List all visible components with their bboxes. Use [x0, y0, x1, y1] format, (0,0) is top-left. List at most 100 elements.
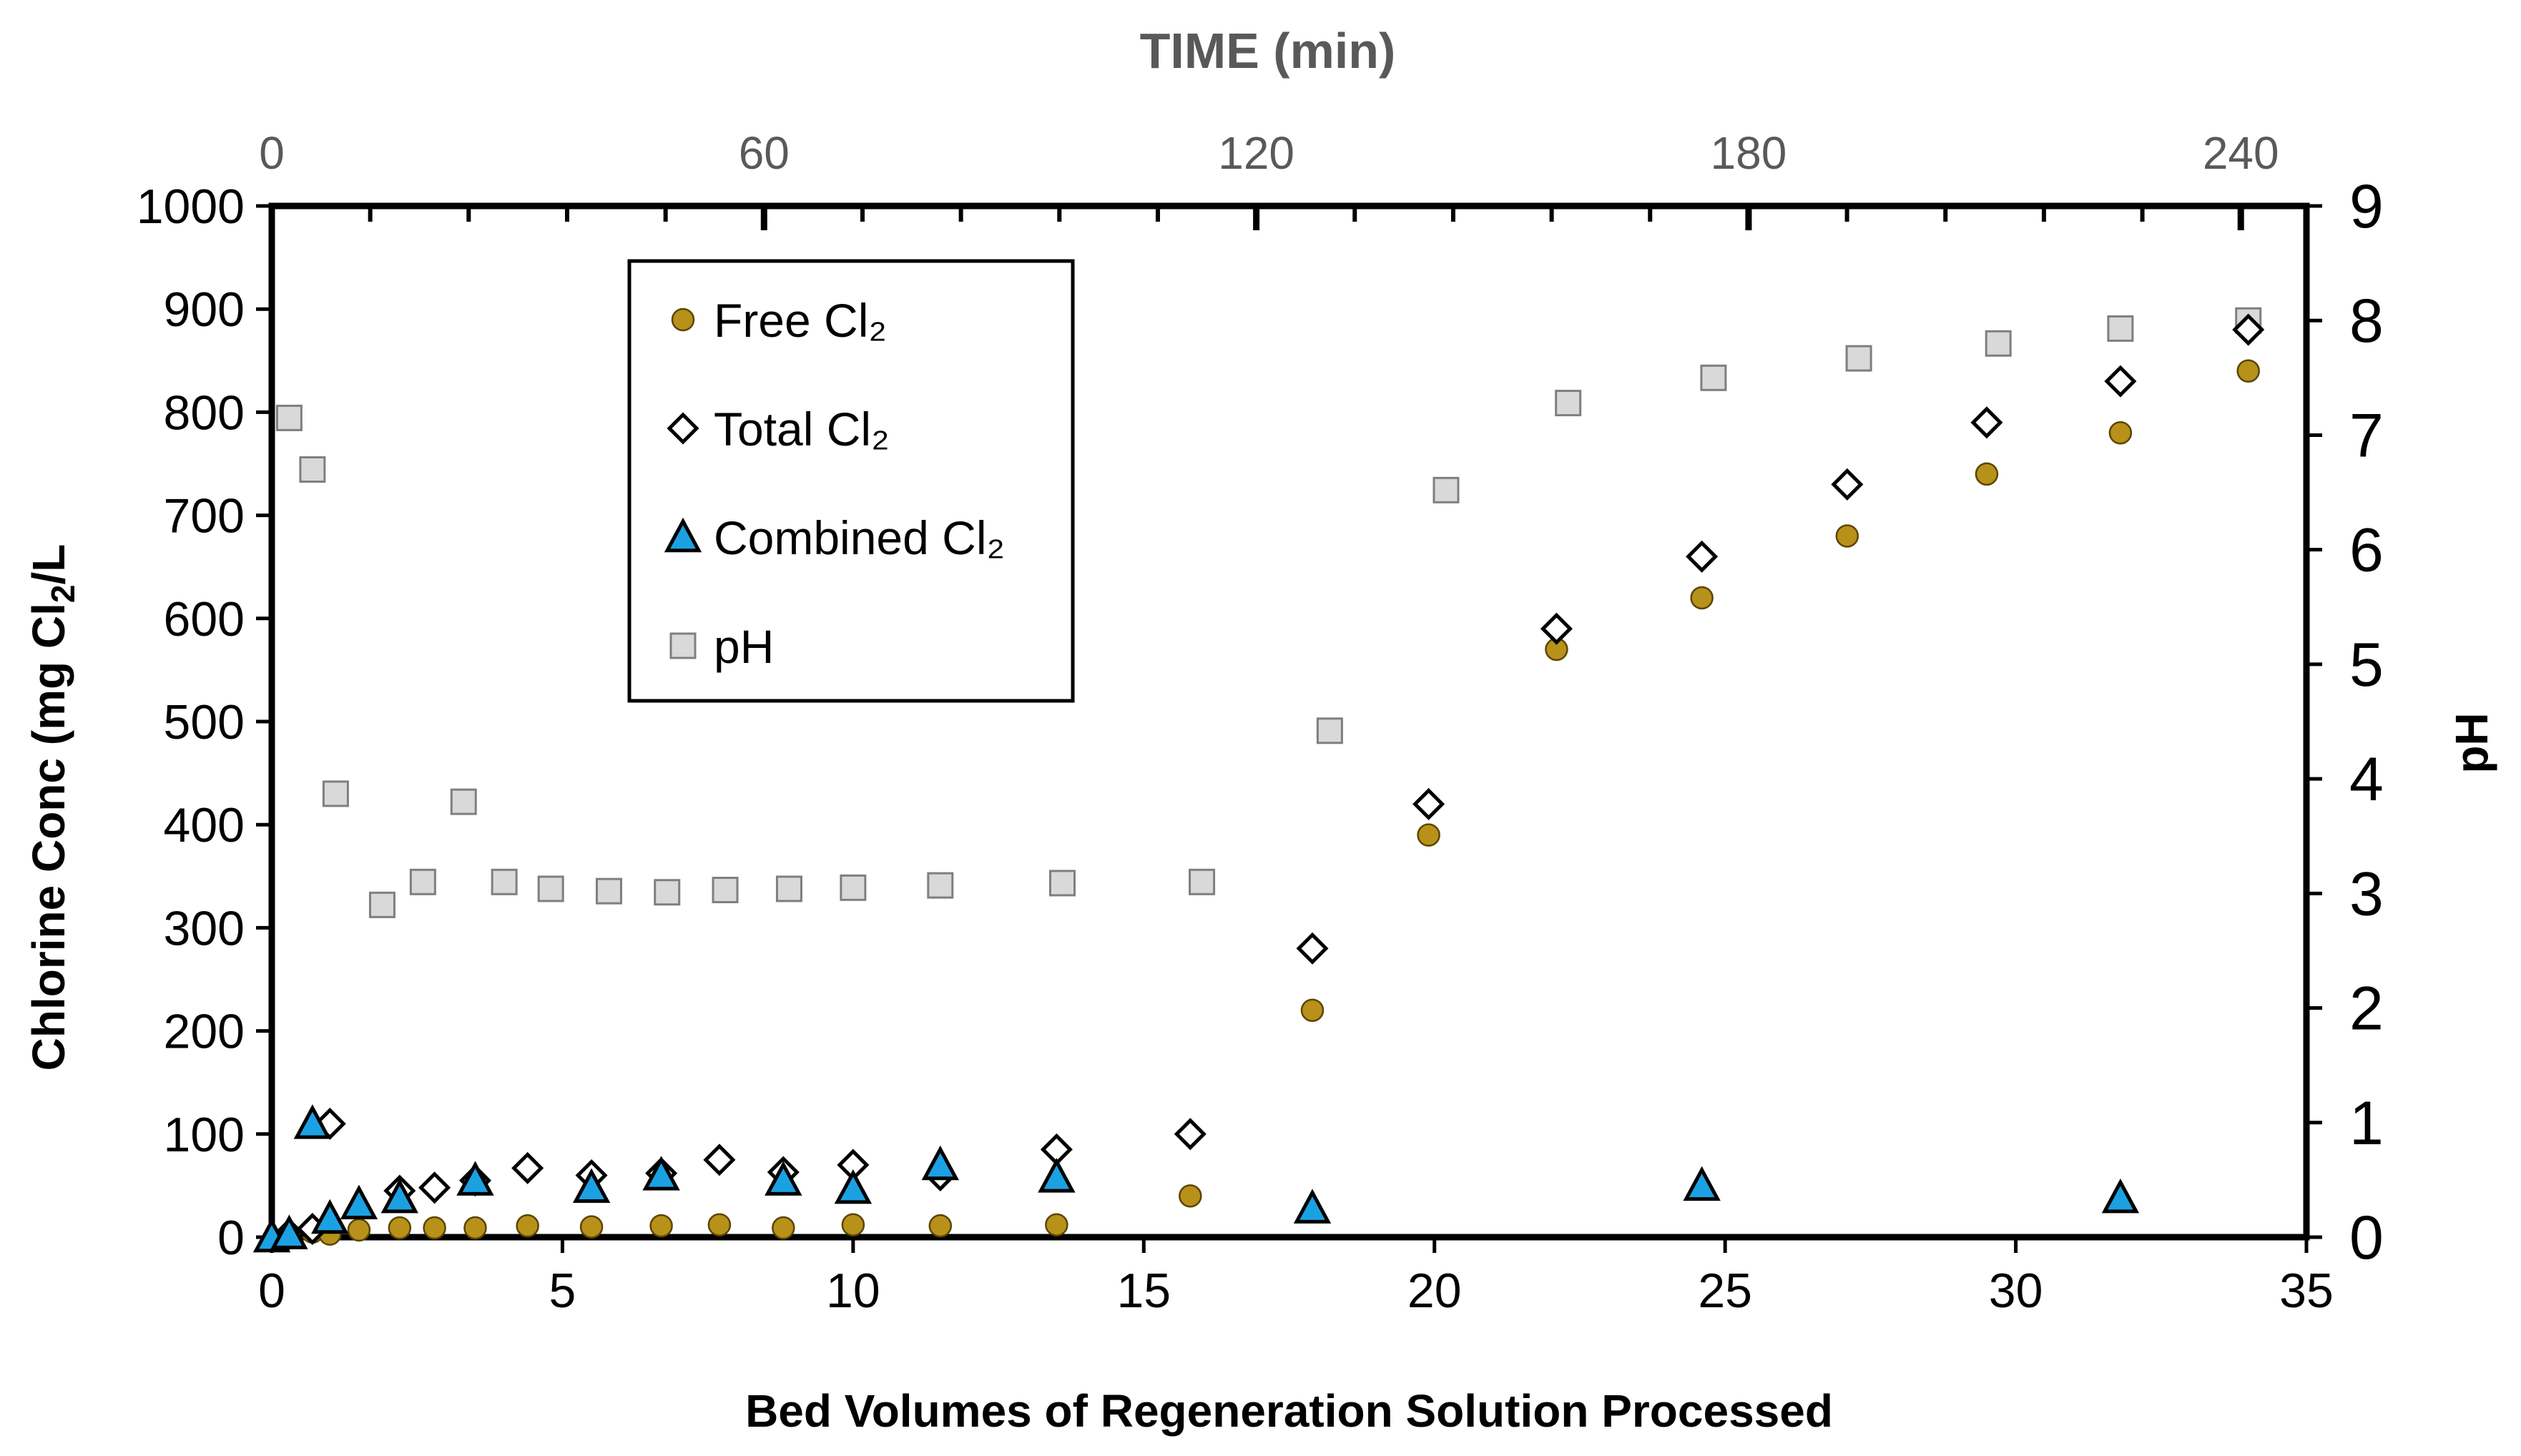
- point-free-cl: [1417, 823, 1440, 847]
- point-free-cl: [841, 1213, 865, 1236]
- top-tick-label: 120: [1218, 127, 1294, 179]
- point-combined-cl: [834, 1169, 873, 1204]
- point-ph: [1985, 330, 2012, 357]
- point-free-cl: [1690, 586, 1714, 610]
- point-combined-cl: [572, 1168, 611, 1203]
- point-ph: [1555, 390, 1582, 417]
- point-free-cl: [347, 1218, 371, 1242]
- point-ph: [775, 875, 802, 902]
- x-tick-label: 10: [826, 1264, 880, 1318]
- point-free-cl: [423, 1216, 446, 1240]
- x-axis-title: Bed Volumes of Regeneration Solution Pro…: [745, 1385, 1833, 1437]
- point-free-cl: [649, 1214, 673, 1238]
- tick-labels: 0 5 10 15 20 25 30 3501002003004005006007008009…: [137, 127, 2384, 1318]
- y-right-tick-label: 6: [2349, 516, 2384, 585]
- y-right-tick-label: 7: [2349, 401, 2384, 470]
- y-left-tick-label: 100: [164, 1108, 245, 1162]
- legend-marker-combined-cl: [664, 517, 702, 553]
- y-left-tick-label: 900: [164, 282, 245, 337]
- point-free-cl: [1300, 998, 1325, 1023]
- point-free-cl: [579, 1215, 604, 1239]
- y-left-tick-label: 1000: [137, 179, 245, 234]
- point-free-cl: [1045, 1213, 1068, 1236]
- legend-label-total-cl: Total Cl₂: [714, 403, 890, 456]
- y-axis-right-title: pH: [2446, 712, 2497, 773]
- point-free-cl: [707, 1213, 732, 1236]
- point-combined-cl: [921, 1145, 959, 1181]
- y-axis-left-title: Chlorine Conc (mg Cl2/L: [23, 544, 82, 1071]
- x-tick-label: 20: [1407, 1264, 1462, 1318]
- point-ph: [2107, 315, 2134, 342]
- point-ph: [927, 872, 954, 899]
- point-ph: [1700, 364, 1727, 391]
- point-combined-cl: [642, 1156, 680, 1191]
- x-tick-label: 35: [2279, 1264, 2334, 1318]
- point-ph: [595, 877, 622, 905]
- y-right-tick-label: 9: [2349, 172, 2384, 241]
- point-total-cl: [2232, 313, 2265, 346]
- point-total-cl: [703, 1143, 736, 1176]
- legend-marker-ph: [669, 632, 697, 659]
- legend-label-ph: pH: [714, 620, 774, 673]
- point-free-cl: [1835, 524, 1859, 548]
- point-ph: [654, 879, 681, 906]
- point-total-cl: [1412, 787, 1445, 820]
- y-left-tick-label: 700: [164, 489, 245, 543]
- top-tick-label: 240: [2203, 127, 2279, 179]
- y-axis-left-title-subscript: 2: [44, 585, 82, 604]
- top-tick-label: 180: [1711, 127, 1787, 179]
- point-combined-cl: [293, 1104, 332, 1139]
- series-free-cl: [277, 359, 2260, 1247]
- data-points: [252, 307, 2265, 1253]
- point-total-cl: [2104, 365, 2137, 398]
- point-combined-cl: [1038, 1158, 1076, 1193]
- y-axis-left-title-main: Chlorine Conc (mg Cl: [23, 603, 74, 1071]
- y-axis-left-title-end: /L: [23, 544, 74, 585]
- point-total-cl: [1686, 540, 1719, 573]
- series-combined-cl: [252, 1104, 2140, 1253]
- point-ph: [1845, 345, 1872, 372]
- point-ph: [368, 891, 395, 918]
- y-left-tick-label: 200: [164, 1005, 245, 1059]
- point-ph: [409, 868, 436, 895]
- x-tick-label: 25: [1698, 1264, 1752, 1318]
- legend-marker-free-cl: [671, 308, 695, 332]
- x-tick-label: 0: [258, 1264, 285, 1318]
- point-ph: [537, 875, 564, 902]
- point-free-cl: [388, 1216, 412, 1240]
- point-ph: [450, 788, 477, 815]
- point-combined-cl: [311, 1199, 349, 1234]
- point-combined-cl: [456, 1161, 494, 1196]
- top-axis-title: TIME (min): [1140, 23, 1396, 79]
- point-free-cl: [463, 1216, 487, 1240]
- series-ph: [275, 307, 2262, 918]
- y-right-tick-label: 1: [2349, 1089, 2384, 1158]
- point-ph: [275, 404, 303, 431]
- point-ph: [322, 780, 349, 807]
- point-total-cl: [1831, 468, 1864, 501]
- y-left-tick-label: 500: [164, 695, 245, 749]
- y-left-tick-label: 300: [164, 901, 245, 955]
- point-total-cl: [1970, 406, 2003, 439]
- point-free-cl: [1975, 462, 1999, 486]
- point-total-cl: [1174, 1118, 1207, 1151]
- x-tick-label: 5: [549, 1264, 576, 1318]
- x-tick-label: 15: [1116, 1264, 1171, 1318]
- point-free-cl: [2236, 359, 2260, 383]
- top-tick-label: 0: [259, 127, 285, 179]
- point-ph: [1433, 476, 1460, 503]
- point-combined-cl: [765, 1161, 802, 1196]
- y-right-tick-label: 8: [2349, 287, 2384, 355]
- point-combined-cl: [2101, 1178, 2140, 1214]
- point-ph: [1316, 717, 1343, 744]
- legend-label-combined-cl: Combined Cl₂: [714, 511, 1005, 564]
- legend-label-free-cl: Free Cl₂: [714, 294, 887, 347]
- x-tick-label: 30: [1989, 1264, 2043, 1318]
- point-total-cl: [1540, 612, 1573, 645]
- y-right-tick-label: 0: [2349, 1204, 2384, 1272]
- point-ph: [491, 868, 518, 895]
- point-ph: [840, 874, 867, 901]
- y-left-tick-label: 400: [164, 798, 245, 852]
- point-combined-cl: [1683, 1166, 1721, 1201]
